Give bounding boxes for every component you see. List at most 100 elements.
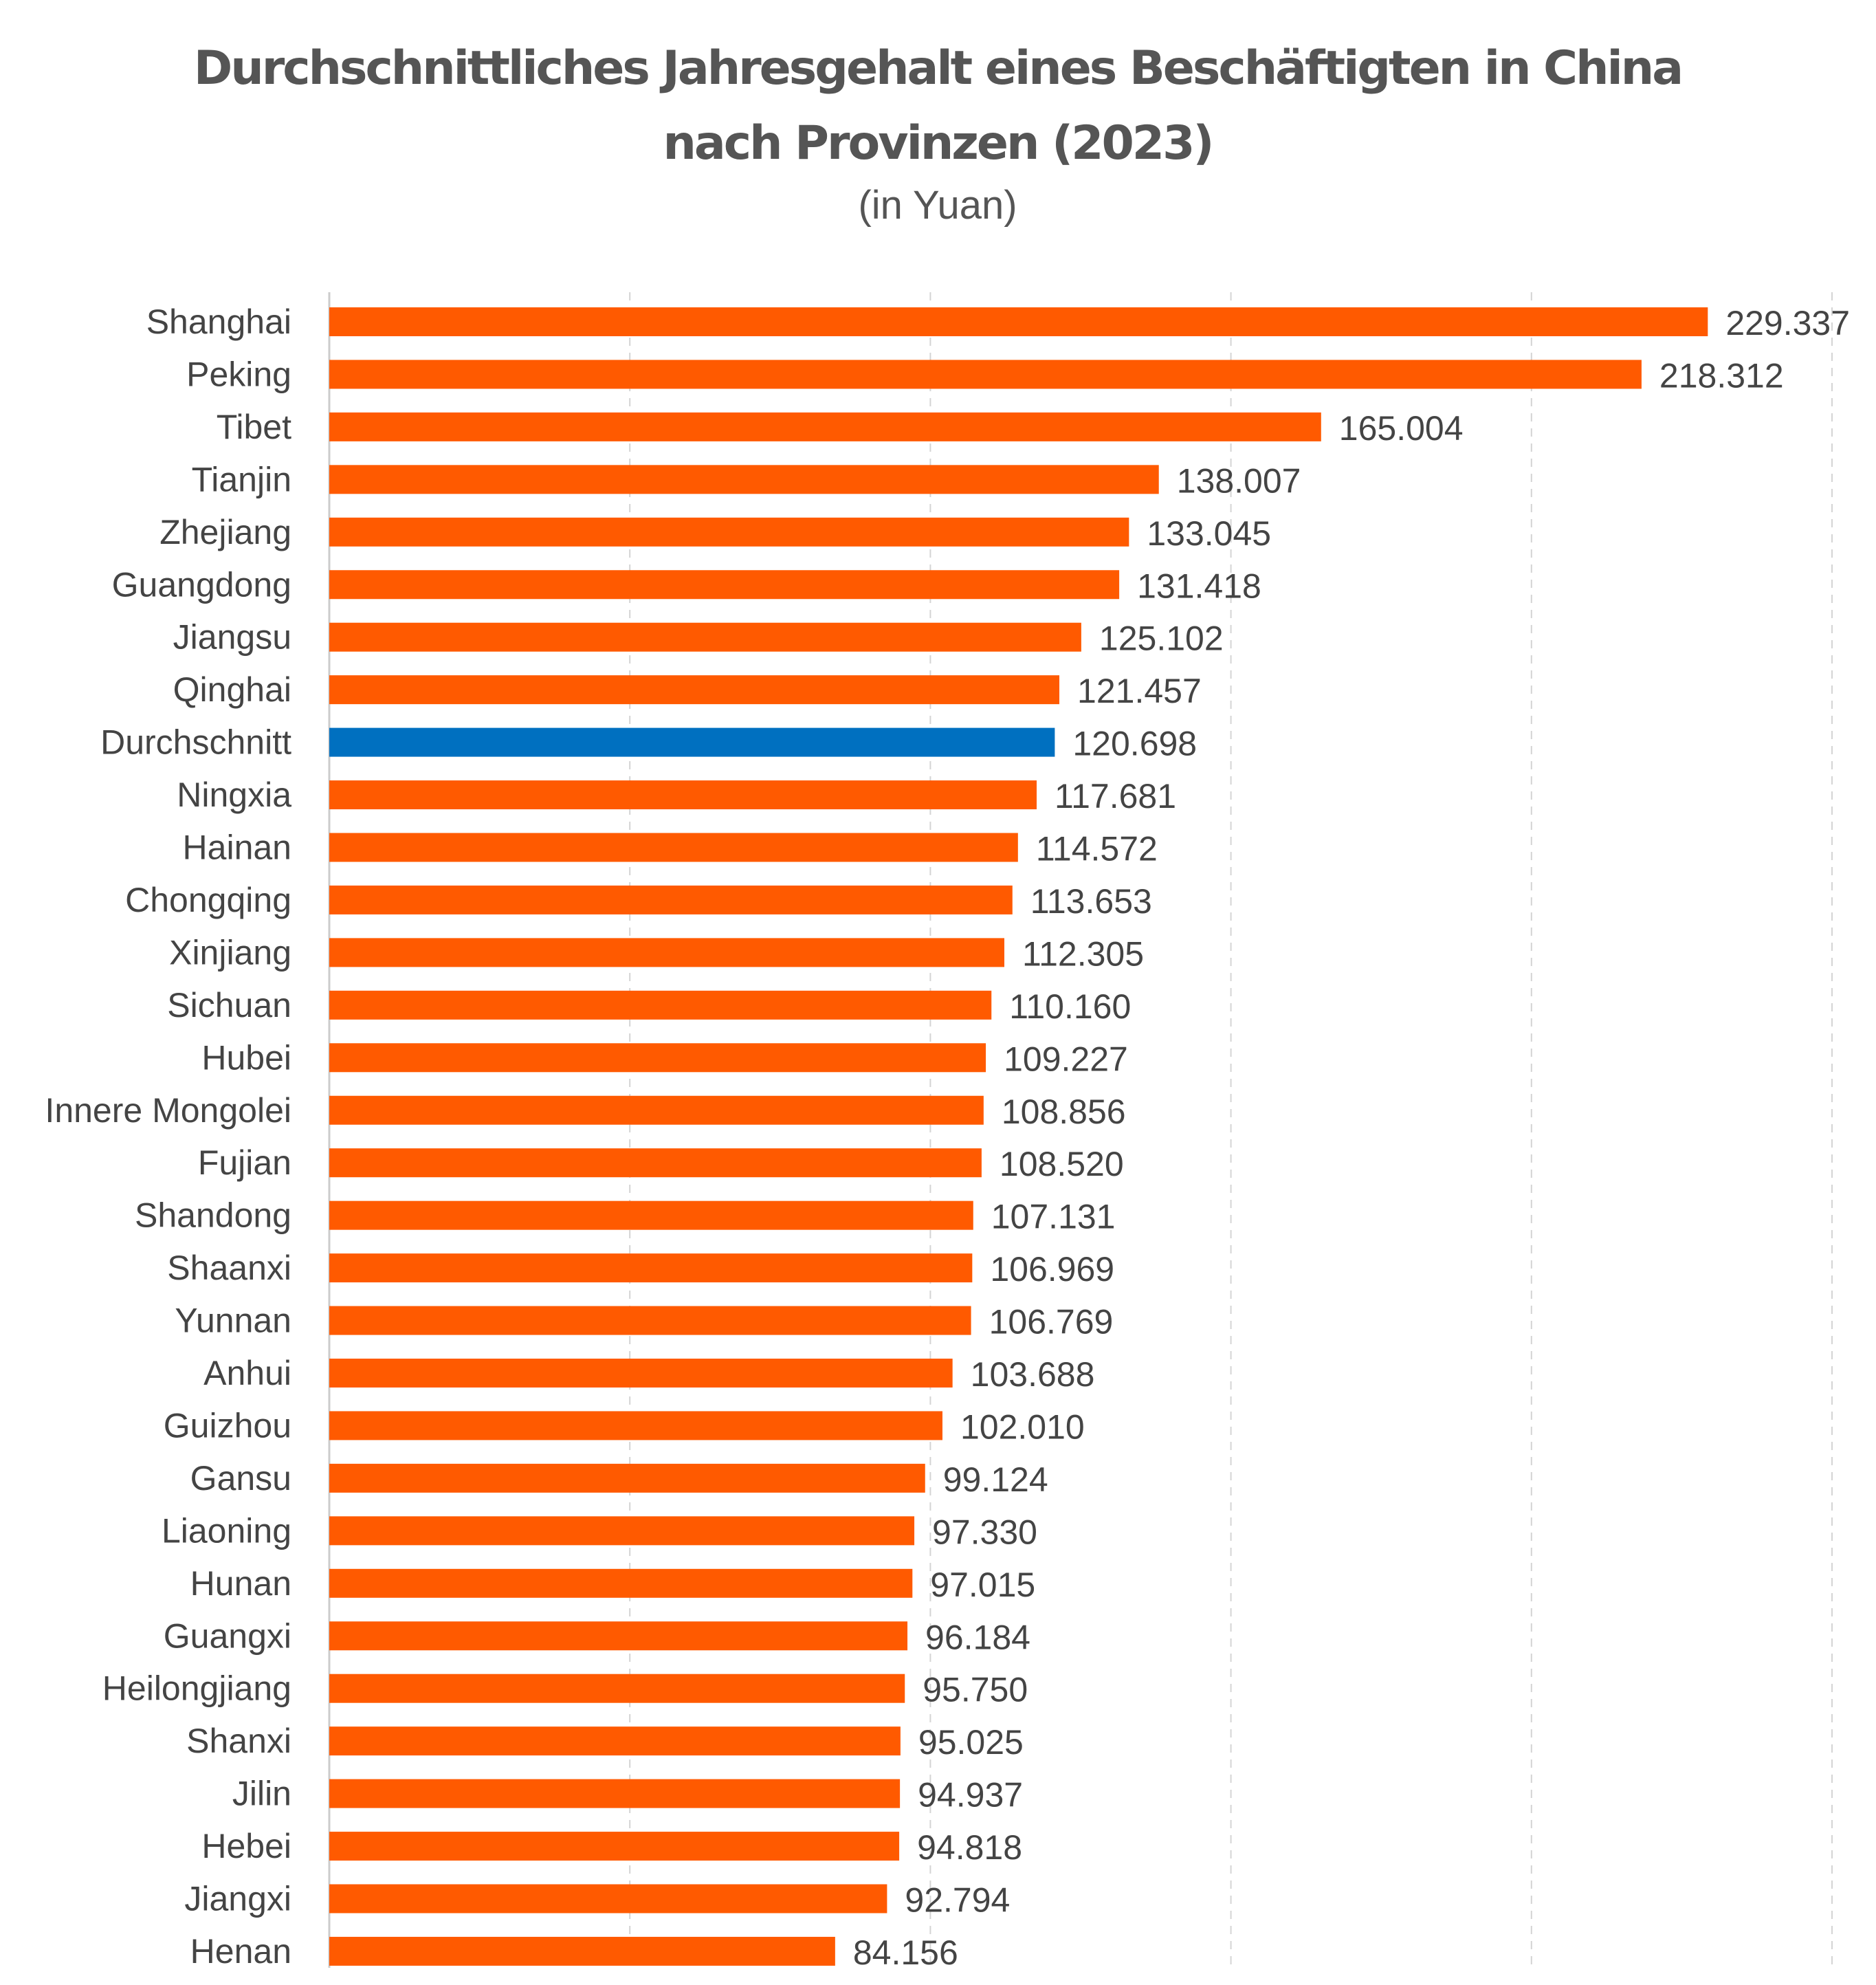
- value-label: 94.937: [918, 1776, 1023, 1814]
- bar: [329, 517, 1129, 547]
- bar: [329, 465, 1159, 494]
- category-label: Shaanxi: [167, 1249, 291, 1287]
- value-label: 125.102: [1099, 619, 1224, 658]
- category-label: Peking: [186, 355, 291, 393]
- bar: [329, 780, 1037, 810]
- value-label: 97.015: [930, 1566, 1035, 1604]
- category-label: Yunnan: [175, 1302, 291, 1340]
- value-label: 131.418: [1137, 567, 1261, 605]
- bar: [329, 833, 1018, 862]
- value-label: 117.681: [1055, 777, 1176, 815]
- category-label: Gansu: [190, 1459, 291, 1498]
- category-label: Shandong: [135, 1196, 291, 1235]
- bar: [329, 1884, 887, 1913]
- category-label: Zhejiang: [159, 513, 291, 551]
- value-label: 120.698: [1072, 725, 1197, 763]
- value-label: 97.330: [932, 1513, 1037, 1551]
- bar: [329, 1253, 973, 1283]
- category-label: Tibet: [217, 408, 291, 446]
- bar: [329, 1043, 986, 1073]
- bar: [329, 570, 1120, 600]
- value-label: 95.750: [923, 1671, 1028, 1709]
- bar: [329, 307, 1708, 336]
- category-label: Henan: [190, 1932, 291, 1971]
- value-label: 103.688: [971, 1355, 1095, 1394]
- bar: [329, 1411, 942, 1440]
- value-label: 109.227: [1004, 1040, 1128, 1078]
- value-label: 106.969: [990, 1250, 1114, 1288]
- value-label: 218.312: [1659, 356, 1784, 395]
- category-label: Jiangxi: [184, 1880, 291, 1918]
- category-label: Durchschnitt: [100, 723, 291, 762]
- bar: [329, 1306, 971, 1335]
- category-label: Guangdong: [112, 565, 291, 604]
- value-label: 114.572: [1036, 830, 1158, 868]
- category-label: Hebei: [201, 1827, 291, 1865]
- bar: [329, 1095, 984, 1125]
- value-label: 84.156: [853, 1933, 958, 1972]
- bar: [329, 1832, 900, 1861]
- value-label: 138.007: [1177, 461, 1301, 500]
- value-label: 99.124: [943, 1460, 1048, 1499]
- bar: [329, 1726, 901, 1756]
- bar: [329, 1463, 925, 1493]
- category-label: Innere Mongolei: [45, 1091, 291, 1130]
- bar: [329, 1200, 973, 1230]
- value-label: 112.305: [1022, 934, 1144, 973]
- value-label: 165.004: [1339, 409, 1464, 448]
- value-label: 92.794: [905, 1881, 1010, 1920]
- bar: [329, 1936, 835, 1966]
- value-label: 229.337: [1725, 304, 1850, 342]
- value-label: 95.025: [918, 1723, 1024, 1762]
- category-label: Qinghai: [173, 670, 291, 709]
- category-label: Shanghai: [146, 303, 291, 341]
- value-label: 96.184: [925, 1618, 1030, 1656]
- chart-title-line-1: Durchschnittliches Jahresgehalt eines Be…: [194, 41, 1681, 96]
- category-label: Xinjiang: [169, 933, 291, 972]
- value-label: 133.045: [1147, 514, 1271, 553]
- bar: [329, 1516, 915, 1546]
- category-label: Hainan: [183, 829, 291, 867]
- chart-title-line-2: nach Provinzen (2023): [663, 116, 1212, 171]
- category-label: Shanxi: [186, 1722, 291, 1760]
- category-label: Liaoning: [162, 1511, 291, 1550]
- category-labels: Shanghai Peking Tibet Tianjin Zhejiang Guangd…: [45, 303, 291, 1971]
- bar: [329, 1148, 982, 1178]
- bar: [329, 1674, 905, 1703]
- value-label: 108.520: [1000, 1145, 1124, 1183]
- category-label: Hunan: [190, 1564, 291, 1603]
- category-label: Jiangsu: [173, 618, 291, 657]
- category-label: Anhui: [203, 1354, 291, 1392]
- category-label: Chongqing: [125, 881, 291, 919]
- bar: [329, 1621, 908, 1651]
- value-label: 113.653: [1030, 882, 1152, 921]
- bar: [329, 990, 992, 1020]
- bar: [329, 622, 1081, 652]
- bars: [329, 307, 1708, 1966]
- category-label: Tianjin: [192, 460, 291, 498]
- bar: [329, 938, 1004, 967]
- value-labels: 229.337 218.312 165.004 138.007 133.045 131.4…: [853, 304, 1850, 1972]
- bar: [329, 885, 1013, 914]
- category-label: Fujian: [198, 1143, 291, 1182]
- value-label: 106.769: [989, 1303, 1114, 1341]
- category-label: Jilin: [232, 1775, 291, 1813]
- bar: [329, 360, 1642, 389]
- category-label: Guangxi: [164, 1616, 291, 1655]
- category-label: Sichuan: [167, 986, 291, 1024]
- bar: [329, 675, 1060, 705]
- bar: [329, 1359, 953, 1388]
- value-label: 94.818: [917, 1828, 1022, 1867]
- bar: [329, 412, 1321, 441]
- value-label: 102.010: [960, 1407, 1085, 1446]
- category-label: Hubei: [201, 1038, 291, 1077]
- value-label: 107.131: [991, 1198, 1116, 1236]
- category-label: Ningxia: [177, 776, 291, 814]
- category-label: Heilongjiang: [102, 1669, 291, 1708]
- value-label: 121.457: [1077, 672, 1202, 710]
- value-label: 110.160: [1009, 987, 1131, 1026]
- value-label: 108.856: [1002, 1093, 1126, 1131]
- bar: [329, 1779, 901, 1808]
